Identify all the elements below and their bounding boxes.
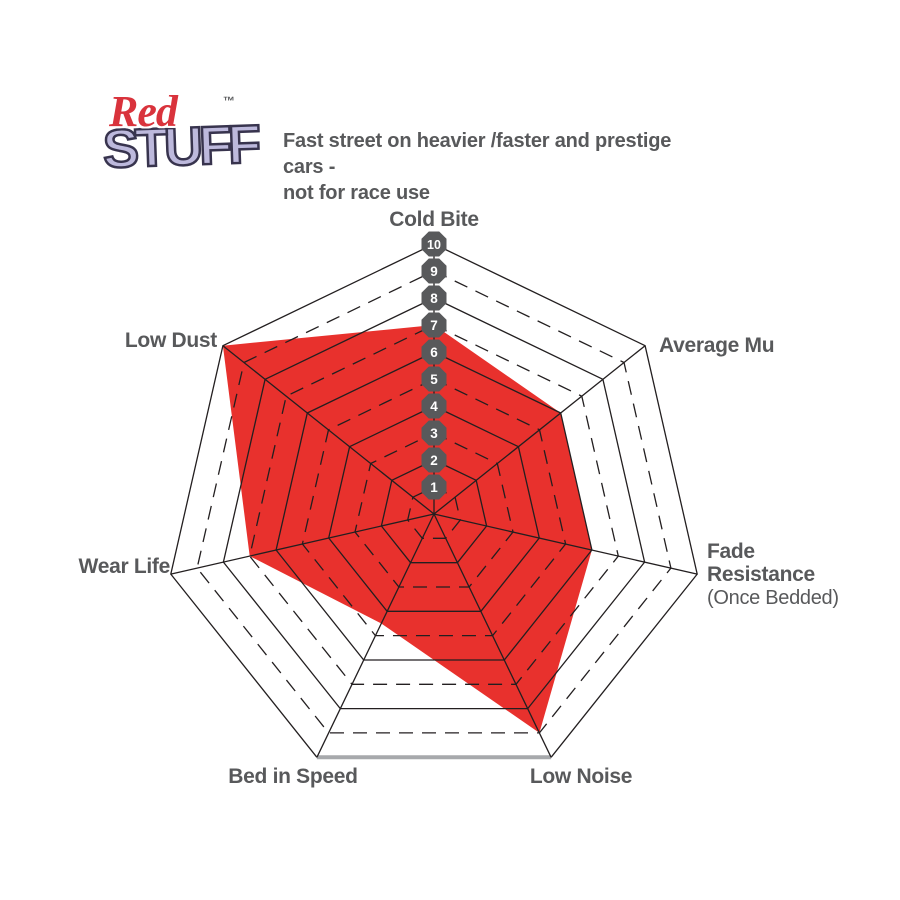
- scale-badge-label-2: 2: [430, 453, 438, 468]
- scale-badge-label-1: 1: [430, 480, 438, 495]
- scale-badge-label-8: 8: [430, 291, 438, 306]
- axis-line-1: [433, 345, 646, 515]
- description-line-1: Fast street on heavier /faster and prest…: [283, 130, 672, 178]
- axis-label-6: Low Dust: [125, 329, 217, 352]
- scale-badge-10: [421, 231, 447, 257]
- axis-label-2-line-1: Resistance: [707, 563, 815, 586]
- scale-badge-2: [421, 447, 447, 473]
- axis-sublabel-2: (Once Bedded): [707, 587, 839, 609]
- scale-badge-label-6: 6: [430, 345, 438, 360]
- axis-line-3: [433, 513, 552, 758]
- scale-badge-7: [421, 312, 447, 338]
- axis-label-0: Cold Bite: [389, 208, 478, 231]
- scale-badge-label-4: 4: [430, 399, 438, 414]
- grid-ring-6: [275, 351, 593, 661]
- grid-ring-1: [406, 486, 462, 539]
- grid-ring-8: [222, 297, 646, 710]
- scale-badge-label-9: 9: [430, 264, 438, 279]
- grid-ring-9: [196, 270, 672, 734]
- axis-line-5: [170, 513, 435, 575]
- scale-badge-label-3: 3: [430, 426, 438, 441]
- description-line-2: not for race use: [283, 182, 430, 204]
- axis-line-4: [316, 513, 435, 758]
- redstuff-logo: STUFF Red ™: [101, 87, 259, 204]
- scale-badge-4: [421, 393, 447, 419]
- scale-badge-label-7: 7: [430, 318, 438, 333]
- scale-badge-5: [421, 366, 447, 392]
- scale-badge-8: [421, 285, 447, 311]
- grid-ring-2: [380, 459, 488, 564]
- scale-badge-9: [421, 258, 447, 284]
- axis-label-3: Low Noise: [530, 765, 632, 788]
- axis-label-5: Wear Life: [79, 555, 170, 578]
- scale-badge-label-5: 5: [430, 372, 438, 387]
- scale-badge-1: [421, 474, 447, 500]
- axis-label-2-line-0: Fade: [707, 540, 755, 563]
- scale-badge-6: [421, 339, 447, 365]
- grid-ring-7: [248, 324, 620, 685]
- grid-ring-4: [327, 405, 541, 612]
- scale-badge-3: [421, 420, 447, 446]
- axis-line-6: [222, 345, 435, 515]
- logo-word-red: Red: [109, 87, 178, 136]
- product-description: Fast street on heavier /faster and prest…: [283, 128, 713, 206]
- trademark-symbol: ™: [223, 94, 235, 108]
- scale-badge-label-10: 10: [427, 238, 441, 252]
- data-polygon-redstuff: [222, 325, 592, 733]
- axis-label-1: Average Mu: [659, 334, 774, 357]
- axis-label-4: Bed in Speed: [228, 765, 357, 788]
- grid-ring-3: [354, 432, 514, 588]
- axis-line-2: [433, 513, 698, 575]
